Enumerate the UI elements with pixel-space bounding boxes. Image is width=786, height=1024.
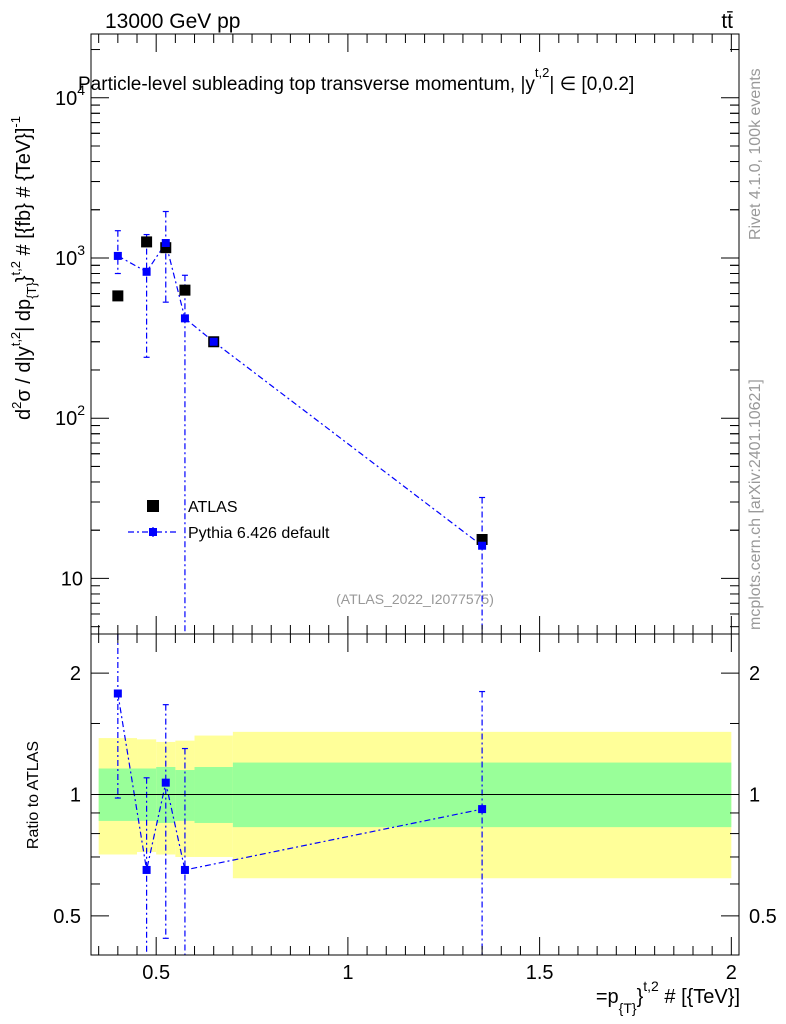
plot-title: Particle-level subleading top transverse… [78, 65, 634, 95]
ratio-data-point [161, 778, 170, 787]
mc-data-point [113, 251, 122, 260]
plot-title-main: Particle-level subleading top transverse… [78, 74, 535, 95]
x-tick-label: 2 [726, 962, 737, 984]
axes-frames: 10 102 103 104 0.5 1 1.5 2 0.5 0.5 1 1 2 2 [53, 33, 777, 984]
rivet-version-label: Rivet 4.1.0, 100k events [747, 68, 764, 240]
plot-title-range: | ∈ [0,0.2] [549, 74, 634, 95]
atlas-data-point [160, 242, 172, 254]
mc-data-point [478, 541, 487, 550]
mc-data-point [180, 314, 189, 323]
legend-mc-marker [149, 528, 157, 536]
x-axis-label: =p{T}}t,2 # [{TeV}] [596, 978, 740, 1016]
mc-data-point [161, 239, 170, 248]
atlas-data-point [141, 236, 153, 248]
main-y-tick-label: 104 [55, 82, 85, 110]
main-y-tick-label: 10 [61, 568, 83, 590]
svg-text:d2σ / d|yt,2| dp{T}}t,2 # [{fb: d2σ / d|yt,2| dp{T}}t,2 # [{fb} # {TeV}]… [8, 116, 39, 420]
ratio-y-tick-label-right: 1 [749, 785, 760, 807]
atlas-data-point [112, 290, 124, 302]
ratio-y-tick-label: 2 [70, 663, 81, 685]
analysis-id-label: (ATLAS_2022_I2077575) [336, 591, 494, 607]
ratio-y-tick-label-right: 0.5 [749, 906, 777, 928]
legend-mc-label: Pythia 6.426 default [188, 525, 330, 542]
ratio-data-point [180, 865, 189, 874]
mc-data-point [142, 267, 151, 276]
legend-atlas-marker [147, 500, 159, 512]
process-label: 13000 GeV pp [105, 10, 240, 33]
main-y-axis-label: d2σ / d|yt,2| dp{T}}t,2 # [{fb} # {TeV}]… [8, 116, 39, 420]
ratio-y-tick-label-right: 2 [749, 663, 760, 685]
mc-series-line [117, 241, 483, 547]
final-state-label: tt̄ [721, 10, 733, 33]
ratio-y-tick-label: 1 [70, 785, 81, 807]
mc-data-point [209, 337, 218, 346]
plot-title-sup: t,2 [535, 65, 549, 80]
ratio-data-point [113, 689, 122, 698]
main-y-tick-label: 103 [55, 242, 85, 270]
ratio-uncertainty-bands [98, 731, 732, 879]
main-panel-frame [90, 33, 740, 635]
ratio-data-point [478, 805, 487, 814]
x-tick-label: 1.5 [526, 962, 554, 984]
legend-atlas-label: ATLAS [188, 499, 238, 516]
ratio-y-tick-label: 0.5 [53, 906, 81, 928]
atlas-data-point [476, 533, 488, 545]
ratio-data-point [142, 865, 151, 874]
x-tick-label: 1 [342, 962, 353, 984]
main-y-tick-label: 102 [55, 402, 85, 430]
atlas-data-point [179, 284, 191, 296]
mcplots-label: mcplots.cern.ch [arXiv:2401.10621] [747, 379, 764, 630]
main-panel-content [112, 210, 488, 634]
ratio-panel-content [113, 634, 487, 955]
x-tick-label: 0.5 [142, 962, 170, 984]
legend: ATLAS Pythia 6.426 default [128, 499, 330, 542]
ratio-y-axis-label: Ratio to ATLAS [25, 741, 42, 849]
